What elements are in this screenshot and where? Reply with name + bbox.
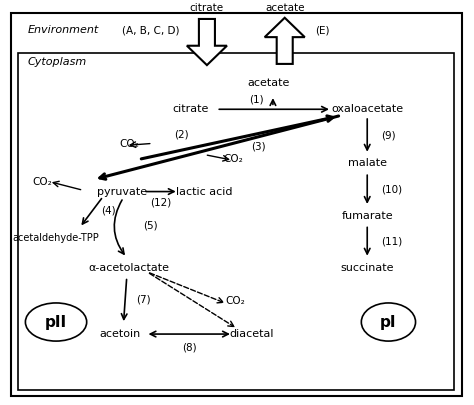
Text: diacetal: diacetal xyxy=(229,329,274,339)
Text: (2): (2) xyxy=(173,130,188,140)
FancyBboxPatch shape xyxy=(11,13,462,396)
Text: acetaldehyde-TPP: acetaldehyde-TPP xyxy=(13,233,100,243)
Text: citrate: citrate xyxy=(190,3,224,13)
Text: CO₂: CO₂ xyxy=(225,296,245,306)
Polygon shape xyxy=(264,18,305,64)
Text: (9): (9) xyxy=(382,130,396,141)
Text: CO₂: CO₂ xyxy=(223,154,243,164)
Text: acetoin: acetoin xyxy=(99,329,140,339)
Text: CO₂: CO₂ xyxy=(32,177,52,187)
Text: acetate: acetate xyxy=(265,3,304,13)
Text: Environment: Environment xyxy=(28,25,99,35)
Text: (8): (8) xyxy=(182,342,197,352)
Text: (11): (11) xyxy=(382,237,402,246)
Text: (E): (E) xyxy=(315,26,330,36)
Text: malate: malate xyxy=(348,158,387,168)
FancyBboxPatch shape xyxy=(18,53,455,390)
Text: pI: pI xyxy=(380,315,397,330)
Text: (1): (1) xyxy=(249,94,264,104)
Text: pyruvate: pyruvate xyxy=(97,187,147,196)
Text: Cytoplasm: Cytoplasm xyxy=(28,57,87,67)
Text: (5): (5) xyxy=(143,221,158,231)
Text: CO₂: CO₂ xyxy=(119,139,139,149)
Text: (3): (3) xyxy=(252,141,266,151)
Text: (12): (12) xyxy=(151,197,172,207)
Text: (7): (7) xyxy=(136,294,151,304)
Text: fumarate: fumarate xyxy=(341,211,393,221)
Text: oxaloacetate: oxaloacetate xyxy=(331,104,403,114)
Text: α-acetolactate: α-acetolactate xyxy=(89,263,170,273)
Text: (A, B, C, D): (A, B, C, D) xyxy=(122,26,179,36)
Text: (10): (10) xyxy=(382,185,402,194)
Text: acetate: acetate xyxy=(247,78,290,88)
Text: (4): (4) xyxy=(101,205,116,215)
Ellipse shape xyxy=(361,303,416,341)
Text: citrate: citrate xyxy=(172,104,209,114)
Text: pII: pII xyxy=(45,315,67,330)
Text: succinate: succinate xyxy=(340,263,394,273)
Ellipse shape xyxy=(26,303,87,341)
Polygon shape xyxy=(187,19,227,65)
Text: lactic acid: lactic acid xyxy=(176,187,233,196)
